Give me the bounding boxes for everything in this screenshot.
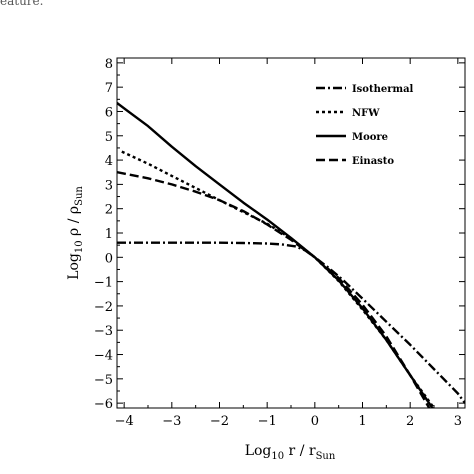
y-tick-label: −1 — [94, 276, 113, 291]
series-line-nfw — [121, 150, 435, 408]
y-axis-title-base: Log — [66, 253, 82, 280]
x-tick-label: 0 — [311, 414, 319, 429]
y-tick-label: 8 — [105, 57, 113, 72]
y-tick-label: −2 — [94, 300, 113, 315]
y-axis-title-main: ρ / ρ — [66, 206, 82, 241]
legend-label-moore: Moore — [352, 132, 388, 143]
x-tick-label: 2 — [406, 414, 414, 429]
y-axis-title: Log10 ρ / ρSun — [66, 186, 85, 280]
x-axis-title-sub: 10 — [271, 451, 284, 462]
x-axis-title: Log10 r / rSun — [245, 443, 336, 462]
y-tick-label: −3 — [94, 324, 113, 339]
legend-label-nfw: NFW — [352, 108, 380, 119]
y-tick-label: 2 — [105, 203, 113, 218]
y-tick-label: 3 — [105, 178, 113, 193]
x-tick-label: 3 — [454, 414, 462, 429]
x-axis-title-base: Log — [245, 443, 272, 459]
series-line-einasto — [117, 171, 431, 408]
page-caption: eature. — [0, 0, 44, 8]
x-axis-title-main: r / r — [284, 443, 316, 459]
x-tick-label: 1 — [358, 414, 366, 429]
legend: Isothermal NFW Moore Einasto — [316, 84, 414, 167]
y-tick-label: 0 — [105, 251, 113, 266]
y-axis-title-unit-sub: Sun — [74, 186, 85, 206]
plot-frame — [116, 57, 466, 409]
y-tick-label: −4 — [94, 349, 113, 364]
x-tick-label: −4 — [115, 414, 134, 429]
x-axis: −4 −3 −2 −1 0 1 2 3 — [115, 58, 462, 429]
x-axis-title-unit-sub: Sun — [316, 451, 336, 462]
y-tick-label: 6 — [105, 105, 113, 120]
y-tick-label: 5 — [105, 130, 113, 145]
y-tick-label: 1 — [105, 227, 113, 242]
y-tick-label: 7 — [105, 81, 113, 96]
series-line-isothermal — [117, 241, 465, 404]
y-tick-label: −5 — [94, 373, 113, 388]
series-layer — [117, 102, 465, 408]
series-line-moore — [117, 102, 434, 408]
y-tick-label: −6 — [94, 397, 113, 412]
x-tick-label: −3 — [162, 414, 181, 429]
legend-label-einasto: Einasto — [352, 156, 394, 167]
y-axis: −6 −5 −4 −3 −2 −1 0 1 2 3 4 5 6 7 8 — [94, 57, 465, 412]
y-tick-label: 4 — [105, 154, 113, 169]
y-axis-title-sub: 10 — [74, 240, 85, 253]
x-tick-label: −2 — [210, 414, 229, 429]
x-tick-label: −1 — [258, 414, 277, 429]
legend-label-isothermal: Isothermal — [352, 84, 414, 95]
